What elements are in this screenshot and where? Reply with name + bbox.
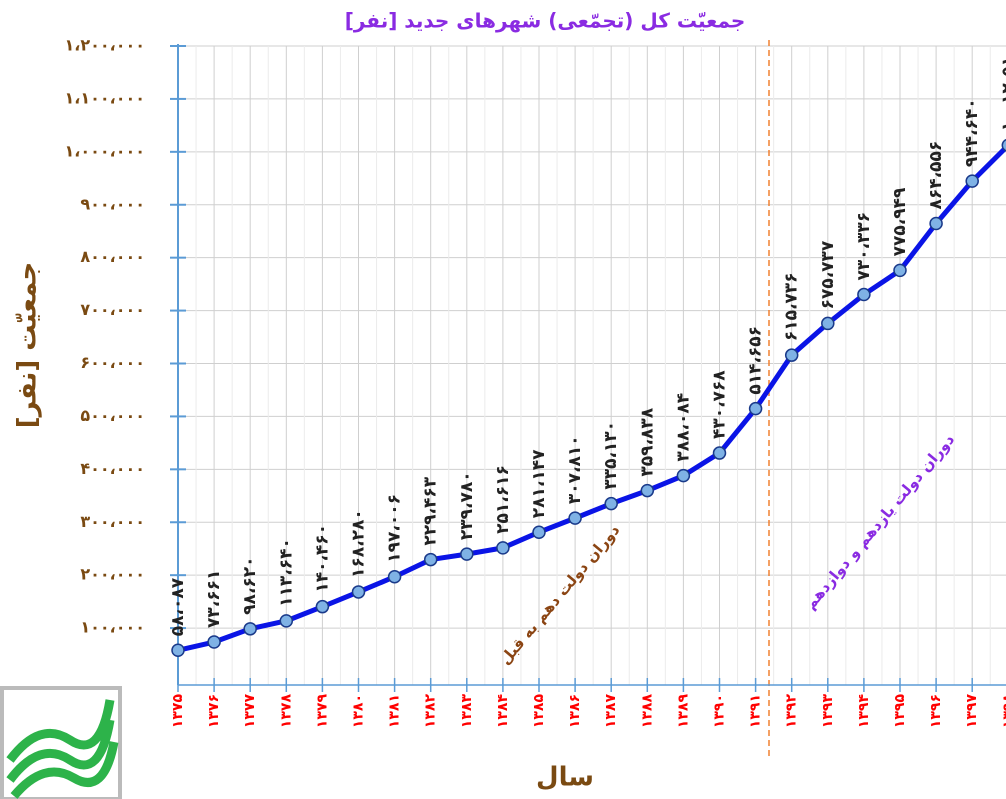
marker <box>965 174 979 188</box>
marker <box>496 541 510 555</box>
marker <box>568 511 582 525</box>
x-tick-label: ۱۳۸۶ <box>567 694 583 728</box>
y-tick-label: ۱۰۰،۰۰۰ <box>80 618 145 637</box>
value-label: ۳۸۸،۰۸۴ <box>673 393 693 462</box>
grid <box>177 45 1006 685</box>
marker <box>315 599 330 614</box>
y-tick-label: ۵۰۰،۰۰۰ <box>80 406 145 425</box>
marker <box>532 525 546 539</box>
marker <box>929 216 943 231</box>
value-label: ۲۸۱،۱۴۷ <box>529 449 549 518</box>
x-tick-label: ۱۳۹۶ <box>928 694 944 728</box>
x-tick-label: ۱۳۷۷ <box>242 694 258 729</box>
value-label: ۱۴۰،۴۶۰ <box>312 524 332 593</box>
marker <box>460 547 474 561</box>
marker <box>821 316 835 331</box>
value-label: ۴۳۰،۷۶۸ <box>710 370 730 439</box>
marker <box>748 401 763 416</box>
marker <box>712 446 727 460</box>
value-label: ۳۳۵،۱۳۰ <box>601 421 621 490</box>
x-tick-label: ۱۳۸۰ <box>351 694 367 728</box>
x-tick-label: ۱۳۹۸ <box>1000 694 1006 729</box>
x-tick-label: ۱۳۹۰ <box>712 694 728 728</box>
value-label: ۷۳،۶۶۱ <box>204 570 224 628</box>
y-tick-label: ۱،۱۰۰،۰۰۰ <box>64 88 145 107</box>
x-tick-label: ۱۳۹۱ <box>748 694 764 728</box>
value-label: ۳۰۷،۸۱۰ <box>565 435 585 504</box>
x-tick-label: ۱۳۸۵ <box>531 694 547 729</box>
marker <box>387 570 402 584</box>
value-label: ۷۷۵،۹۴۹ <box>890 187 910 256</box>
x-tick-label: ۱۳۸۹ <box>675 694 691 729</box>
value-label: ۸۶۴،۵۵۶ <box>926 141 946 210</box>
marker <box>893 263 907 278</box>
x-tick-label: ۱۳۸۷ <box>603 694 619 729</box>
x-tick-label: ۱۳۷۸ <box>278 694 294 729</box>
marker <box>243 622 257 636</box>
x-tick-label: ۱۳۹۳ <box>820 694 836 729</box>
value-label: ۱۶۸،۲۸۰ <box>349 509 369 578</box>
logo <box>0 686 122 799</box>
y-tick-label: ۳۰۰،۰۰۰ <box>80 512 145 531</box>
y-tick-label: ۷۰۰،۰۰۰ <box>80 300 145 319</box>
value-label: ۹۴۴،۶۴۰ <box>962 98 982 167</box>
marker <box>857 287 871 302</box>
x-tick-label: ۱۳۹۴ <box>856 694 872 729</box>
chart-title: جمعیّت کل (تجمّعی) شهرهای جدید [نفر] <box>345 9 746 33</box>
x-tick-label: ۱۳۹۷ <box>964 694 980 729</box>
marker <box>640 483 655 498</box>
y-tick-label: ۱،۲۰۰،۰۰۰ <box>64 36 145 55</box>
x-tick-label: ۱۳۹۲ <box>784 694 800 729</box>
marker <box>279 614 294 628</box>
x-tick-label: ۱۳۸۸ <box>639 694 655 729</box>
marker <box>351 585 366 599</box>
y-tick-label: ۴۰۰،۰۰۰ <box>80 459 145 478</box>
y-axis-label: جمعیّت [نفر] <box>13 262 43 428</box>
marker <box>207 635 221 649</box>
value-label: ۶۷۵،۷۳۷ <box>818 240 838 309</box>
y-tick-label: ۶۰۰،۰۰۰ <box>80 353 145 372</box>
x-tick-label: ۱۳۸۴ <box>495 694 511 729</box>
annotation: دوران دولت یازدهم و دوازدهم <box>801 430 958 612</box>
x-tick-label: ۱۳۷۵ <box>170 694 186 729</box>
x-tick-label: ۱۳۷۶ <box>206 694 222 728</box>
value-label: ۱۱۳،۶۴۰ <box>276 538 296 607</box>
marker <box>676 468 691 483</box>
x-tick-label: ۱۳۷۹ <box>314 694 330 729</box>
marker <box>1001 138 1006 152</box>
x-tick-label: ۱۳۸۱ <box>387 694 403 728</box>
value-label: ۷۳۰،۳۳۶ <box>854 212 874 281</box>
marker <box>604 496 618 511</box>
value-label: ۵۸،۰۸۷ <box>168 577 188 636</box>
y-tick-label: ۱،۰۰۰،۰۰۰ <box>64 141 145 160</box>
x-axis-label: سال <box>536 763 594 793</box>
value-label: ۶۱۵،۷۳۶ <box>782 272 802 341</box>
y-tick-label: ۹۰۰،۰۰۰ <box>80 194 145 213</box>
x-tick-label: ۱۳۸۲ <box>423 694 439 729</box>
y-tick-label: ۸۰۰،۰۰۰ <box>80 247 145 266</box>
x-tick-label: ۱۳۹۵ <box>892 694 908 729</box>
value-label: ۳۵۹،۸۳۸ <box>637 407 657 476</box>
marker <box>171 643 185 658</box>
value-label: ۵۱۴،۶۵۶ <box>746 326 766 395</box>
value-label: ۲۲۹،۴۶۳ <box>421 476 441 545</box>
x-tick-label: ۱۳۸۳ <box>459 694 475 729</box>
value-label: ۲۳۹،۷۸۰ <box>457 471 477 540</box>
value-label: ۱۹۷،۰۰۶ <box>385 494 405 563</box>
marker <box>784 348 799 362</box>
value-label: ۲۵۱،۶۱۶ <box>493 465 513 534</box>
value-label: ۹۸،۶۲۰ <box>240 556 260 614</box>
marker <box>423 552 438 567</box>
y-tick-label: ۲۰۰،۰۰۰ <box>80 565 145 584</box>
value-label: ۱،۰۱۲،۵۱۰ <box>998 46 1006 132</box>
